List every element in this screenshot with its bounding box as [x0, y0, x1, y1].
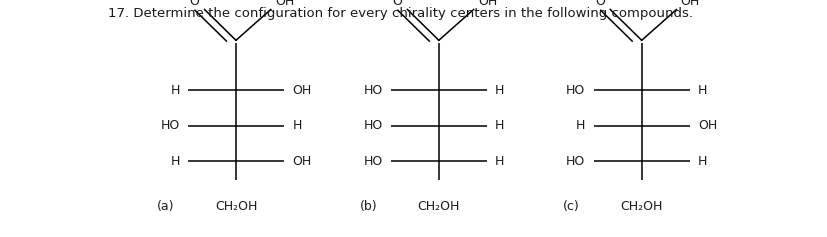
Text: CH₂OH: CH₂OH — [417, 200, 460, 213]
Text: H: H — [576, 119, 585, 132]
Text: (a): (a) — [156, 200, 174, 213]
Text: (c): (c) — [562, 200, 579, 213]
Text: HO: HO — [160, 119, 179, 132]
Text: H: H — [697, 155, 706, 168]
Text: OH: OH — [477, 0, 496, 8]
Text: HO: HO — [363, 84, 382, 96]
Text: H: H — [170, 84, 179, 96]
Text: 17. Determine the configuration for every chirality centers in the following com: 17. Determine the configuration for ever… — [108, 7, 692, 20]
Text: H: H — [495, 84, 504, 96]
Text: OH: OH — [275, 0, 294, 8]
Text: O: O — [595, 0, 605, 8]
Text: H: H — [495, 119, 504, 132]
Text: (b): (b) — [359, 200, 377, 213]
Text: HO: HO — [566, 155, 585, 168]
Text: H: H — [292, 119, 301, 132]
Text: H: H — [697, 84, 706, 96]
Text: OH: OH — [680, 0, 699, 8]
Text: H: H — [495, 155, 504, 168]
Text: HO: HO — [566, 84, 585, 96]
Text: CH₂OH: CH₂OH — [214, 200, 257, 213]
Text: OH: OH — [292, 84, 311, 96]
Text: OH: OH — [697, 119, 716, 132]
Text: O: O — [189, 0, 199, 8]
Text: OH: OH — [292, 155, 311, 168]
Text: CH₂OH: CH₂OH — [619, 200, 662, 213]
Text: H: H — [170, 155, 179, 168]
Text: HO: HO — [363, 119, 382, 132]
Text: HO: HO — [363, 155, 382, 168]
Text: O: O — [392, 0, 402, 8]
